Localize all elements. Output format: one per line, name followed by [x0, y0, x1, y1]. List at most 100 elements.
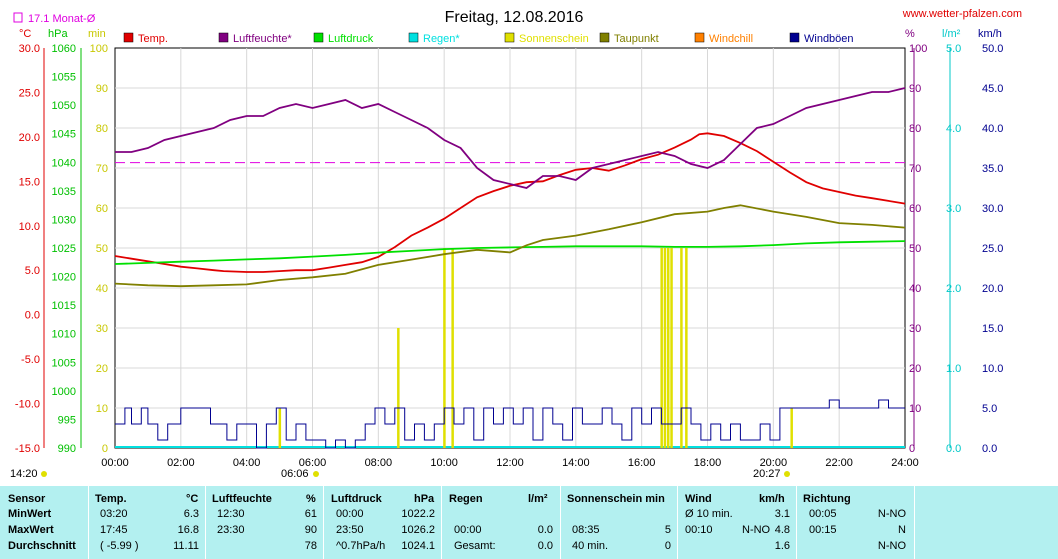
table-cell-hum-time: 23:30	[217, 524, 245, 536]
unit-wind: km/h	[978, 28, 1002, 40]
tick-label-humidity: 80	[909, 123, 921, 135]
tick-label-x: 12:00	[496, 457, 524, 469]
legend-label: Luftfeuchte*	[233, 33, 292, 45]
tick-label-x: 08:00	[365, 457, 393, 469]
tick-label-wind: 35.0	[982, 163, 1003, 175]
tick-label-humidity: 20	[909, 363, 921, 375]
legend-swatch	[218, 32, 229, 43]
legend-label: Taupunkt	[614, 33, 659, 45]
sun-icon	[41, 471, 47, 477]
unit-temp: °C	[19, 28, 31, 40]
hdr-sun: Sonnenschein min	[567, 493, 665, 505]
tick-label-temp: 25.0	[19, 87, 40, 99]
table-cell-dir-val: N	[898, 524, 906, 536]
table-cell-label: MaxWert	[8, 524, 54, 536]
sunshine-bar	[667, 248, 670, 448]
legend-swatch	[408, 32, 419, 43]
tick-label-temp: -15.0	[15, 443, 40, 455]
series-line-luftfeuchte	[115, 87, 906, 189]
tick-label-x: 06:00	[299, 457, 327, 469]
tick-label-x: 04:00	[233, 457, 261, 469]
stats-table: Sensor Temp. °C Luftfeuchte % Luftdruck …	[0, 486, 1058, 559]
tick-label-sun: 30	[96, 323, 108, 335]
legend-label: Sonnenschein	[519, 33, 589, 45]
tick-label-sun: 0	[102, 443, 108, 455]
tick-label-humidity: 60	[909, 203, 921, 215]
hdr-press: Luftdruck	[331, 493, 382, 505]
table-cell-label: Durchschnitt	[8, 540, 76, 552]
tick-label-sun: 70	[96, 163, 108, 175]
hdr-temp-unit: °C	[186, 493, 199, 505]
divider	[914, 486, 915, 559]
tick-label-sun: 100	[90, 43, 108, 55]
tick-label-pressure: 1045	[52, 129, 76, 141]
tick-label-x: 20:00	[760, 457, 788, 469]
tick-label-pressure: 1005	[52, 357, 76, 369]
divider	[677, 486, 678, 559]
tick-label-temp: 10.0	[19, 221, 40, 233]
divider	[560, 486, 561, 559]
unit-rain: l/m²	[942, 28, 961, 40]
axes: 30.0 25.0 20.0 15.0 10.0 5.0 0.0 -5.0 -10.0 -15.0…	[15, 43, 1004, 469]
divider	[323, 486, 324, 559]
tick-label-pressure: 1030	[52, 214, 76, 226]
tick-label-x: 02:00	[167, 457, 195, 469]
tick-label-wind: 45.0	[982, 83, 1003, 95]
legend-label: Windböen	[804, 33, 854, 45]
tick-label-x: 00:00	[101, 457, 129, 469]
table-cell-rain-time: 00:00	[454, 524, 482, 536]
tick-label-pressure: 1055	[52, 72, 76, 84]
table-cell-temp-val: 11.11	[173, 540, 199, 552]
tick-label-pressure: 1000	[52, 386, 76, 398]
table-cell-press-time: 23:50	[336, 524, 364, 536]
tick-label-temp: -10.0	[15, 399, 40, 411]
sunshine-bar	[685, 248, 688, 448]
weather-chart: Freitag, 12.08.2016 www.wetter-pfalzen.c…	[10, 8, 1022, 480]
tick-label-rain: 2.0	[946, 283, 961, 295]
sunshine-bar	[680, 248, 683, 448]
tick-label-humidity: 30	[909, 323, 921, 335]
table-cell-temp-val: 6.3	[183, 508, 199, 520]
table-cell-press-val: 1026.2	[401, 524, 435, 536]
table-cell-sun-val: 5	[664, 524, 671, 536]
sunshine-bar	[278, 408, 282, 448]
table-cell-hum-val: 61	[304, 508, 317, 520]
tick-label-sun: 10	[96, 403, 108, 415]
hdr-sensor: Sensor	[8, 493, 46, 505]
legend-label: Temp.	[138, 33, 168, 45]
tick-label-pressure: 1015	[52, 300, 76, 312]
table-cell-hum-val: 90	[304, 524, 317, 536]
sunshine-bar	[790, 408, 793, 448]
tick-label-x: 22:00	[825, 457, 853, 469]
hdr-rain-unit: l/m²	[528, 493, 548, 505]
unit-pressure: hPa	[48, 28, 68, 40]
tick-label-humidity: 50	[909, 243, 921, 255]
tick-label-temp: 5.0	[25, 265, 40, 277]
divider	[88, 486, 89, 559]
series-line-luftdruck	[114, 240, 906, 265]
table-cell-temp-time: 03:20	[100, 508, 128, 520]
table-cell-label: MinWert	[8, 508, 52, 520]
divider	[205, 486, 206, 559]
tick-label-pressure: 1010	[52, 329, 76, 341]
tick-label-pressure: 1050	[52, 100, 76, 112]
sunshine-bar	[663, 248, 667, 448]
legend-label: Windchill	[709, 33, 753, 45]
table-cell-press-time: ^0.7hPa/h	[336, 540, 386, 552]
table-cell-hum-val: 78	[304, 540, 317, 552]
month-avg-marker	[13, 12, 23, 23]
table-cell-wind-b: N-NO	[742, 524, 771, 536]
table-cell-rain-val: 0.0	[537, 524, 553, 536]
tick-label-x: 24:00	[891, 457, 919, 469]
tick-label-temp: 15.0	[19, 176, 40, 188]
chart-title: Freitag, 12.08.2016	[445, 9, 584, 26]
hdr-temp: Temp.	[95, 493, 127, 505]
legend-swatch	[694, 32, 705, 43]
tick-label-pressure: 995	[58, 414, 76, 426]
table-cell-sun-val: 0	[664, 540, 671, 552]
tick-label-rain: 0.0	[946, 443, 961, 455]
legend: Temp. Luftfeuchte* Luftdruck Regen* Sonnensc…	[123, 32, 854, 45]
tick-label-humidity: 70	[909, 163, 921, 175]
annotation-start-time: 14:20	[10, 468, 38, 480]
tick-label-rain: 4.0	[946, 123, 961, 135]
